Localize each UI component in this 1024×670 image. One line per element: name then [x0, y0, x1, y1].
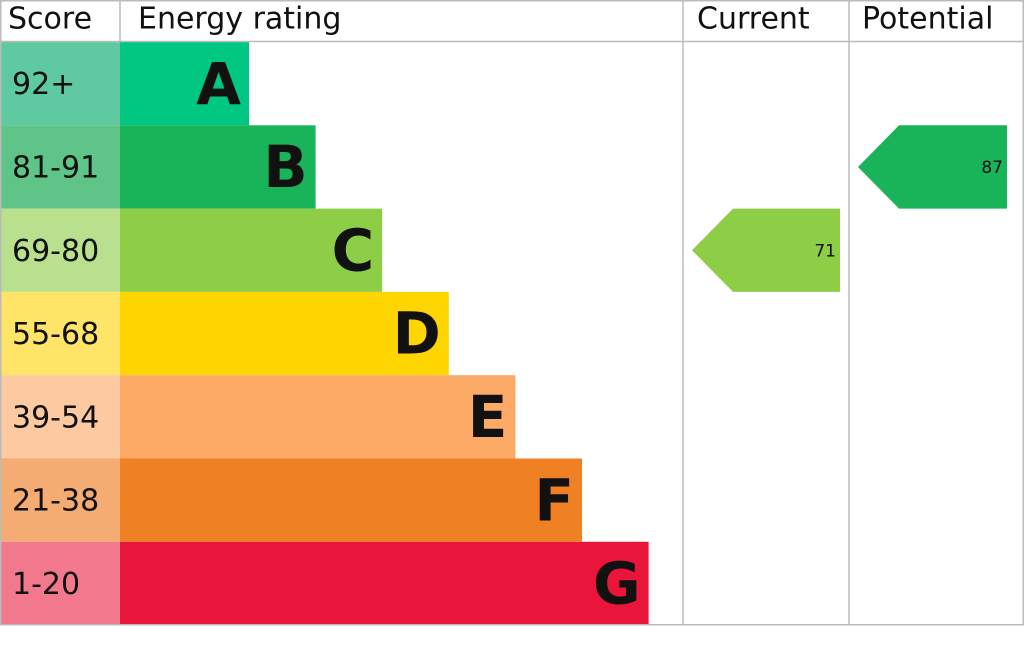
header: Score Energy rating Current Potential	[8, 2, 993, 37]
score-cell	[0, 125, 120, 209]
rating-bar	[120, 375, 516, 459]
rating-bar	[120, 541, 649, 626]
rating-bar	[120, 458, 582, 542]
rating-letter: B	[263, 133, 307, 201]
score-label: 92+	[12, 67, 75, 102]
rating-letter: D	[393, 300, 441, 368]
rating-arrow	[858, 125, 1007, 209]
score-cell	[0, 375, 120, 459]
header-rating: Energy rating	[138, 2, 341, 37]
rating-letter: E	[468, 383, 508, 451]
rating-letter: A	[196, 50, 241, 118]
header-potential: Potential	[862, 2, 993, 37]
score-label: 81-91	[12, 150, 99, 185]
rating-bar	[120, 208, 383, 292]
rating-arrow	[692, 208, 840, 292]
score-cell	[0, 291, 120, 376]
score-cell	[0, 208, 120, 292]
table-lines	[0, 0, 1024, 626]
header-score: Score	[8, 2, 92, 37]
rating-letter: G	[593, 550, 641, 618]
score-label: 55-68	[12, 317, 99, 352]
score-label: 69-80	[12, 234, 99, 269]
arrows: 71 87	[692, 125, 1007, 292]
rating-value: 87	[981, 158, 1003, 178]
rating-bar	[120, 125, 316, 209]
rating-letter: F	[534, 466, 574, 534]
score-cell	[0, 42, 120, 126]
score-label: 21-38	[12, 484, 99, 519]
rating-bar	[120, 291, 449, 376]
rating-bar	[120, 42, 249, 126]
rating-letter: C	[332, 216, 375, 284]
border	[0, 0, 1024, 626]
rating-value: 71	[814, 241, 836, 261]
score-cell	[0, 458, 120, 542]
score-label: 39-54	[12, 400, 99, 435]
score-cell	[0, 541, 120, 626]
header-current: Current	[697, 2, 810, 37]
bands: 92+ A 81-91 B 69-80 C 55-68 D 39-54 E 21-38 F 1-20 G	[0, 42, 649, 626]
score-label: 1-20	[12, 567, 80, 602]
